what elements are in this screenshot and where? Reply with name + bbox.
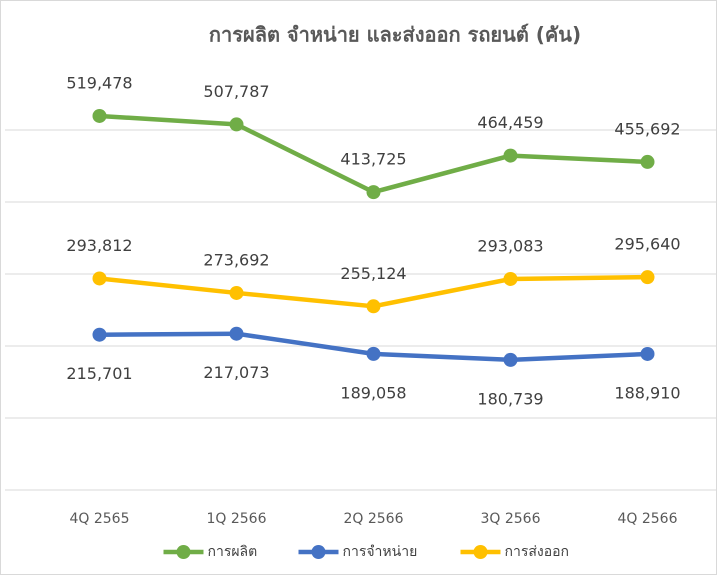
x-tick-label: 3Q 2566 bbox=[480, 511, 540, 527]
point bbox=[366, 185, 381, 200]
data-label: 295,640 bbox=[614, 235, 680, 254]
legend-marker bbox=[473, 545, 488, 559]
legend-label: การจำหน่าย bbox=[343, 544, 418, 560]
point bbox=[640, 346, 655, 361]
data-label: 455,692 bbox=[614, 119, 680, 138]
point bbox=[92, 271, 107, 286]
legend-marker bbox=[176, 545, 191, 559]
chart-title: การผลิต จำหน่าย และส่งออก รถยนต์ (คัน) bbox=[209, 23, 581, 47]
point bbox=[640, 154, 655, 169]
point bbox=[503, 148, 518, 163]
data-label: 255,124 bbox=[340, 264, 406, 283]
legend-label: การผลิต bbox=[208, 544, 258, 560]
point bbox=[92, 108, 107, 123]
point bbox=[229, 285, 244, 300]
data-label: 188,910 bbox=[614, 383, 680, 402]
point bbox=[503, 352, 518, 367]
point bbox=[640, 270, 655, 285]
data-label: 217,073 bbox=[203, 363, 269, 382]
data-label: 273,692 bbox=[203, 250, 269, 269]
x-tick-label: 4Q 2566 bbox=[617, 511, 677, 527]
legend-marker bbox=[311, 545, 326, 559]
point bbox=[366, 299, 381, 314]
data-label: 507,787 bbox=[203, 82, 269, 101]
point bbox=[229, 326, 244, 341]
point bbox=[366, 346, 381, 361]
legend-label: การส่งออก bbox=[505, 544, 570, 560]
data-label: 180,739 bbox=[477, 389, 543, 408]
data-label: 293,812 bbox=[66, 236, 132, 255]
data-label: 413,725 bbox=[340, 150, 406, 169]
x-tick-label: 4Q 2565 bbox=[69, 511, 129, 527]
point bbox=[503, 271, 518, 286]
x-tick-label: 1Q 2566 bbox=[206, 511, 266, 527]
data-label: 519,478 bbox=[66, 73, 132, 92]
data-label: 464,459 bbox=[477, 113, 543, 132]
point bbox=[229, 117, 244, 132]
data-label: 215,701 bbox=[66, 364, 132, 383]
point bbox=[92, 327, 107, 342]
data-label: 189,058 bbox=[340, 383, 406, 402]
data-label: 293,083 bbox=[477, 236, 543, 255]
x-tick-label: 2Q 2566 bbox=[343, 511, 403, 527]
